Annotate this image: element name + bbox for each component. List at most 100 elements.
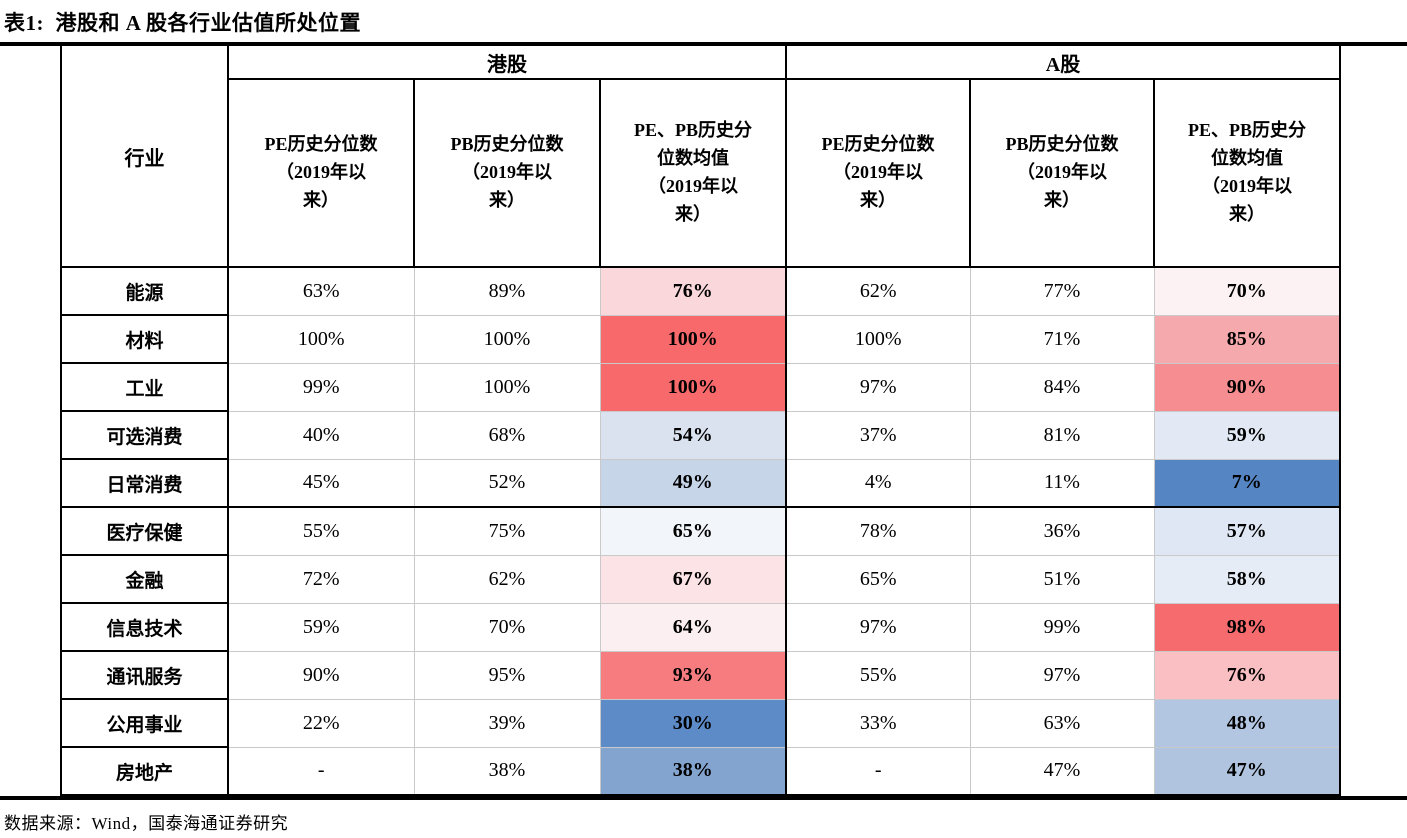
hk-avg-cell: 93% bbox=[599, 650, 787, 700]
a-pe-cell: 97% bbox=[785, 362, 971, 412]
table-head: 行业 港股 A股 PE历史分位数 （2019年以 来） PB历史分位数 （201… bbox=[60, 46, 1342, 268]
a-pe-cell: 4% bbox=[785, 458, 971, 508]
sub-header-row: PE历史分位数 （2019年以 来） PB历史分位数 （2019年以 来） PE… bbox=[61, 79, 1342, 268]
a-avg-cell: 76% bbox=[1153, 650, 1341, 700]
table-row: 日常消费 45% 52% 49% 4% 11% 7% bbox=[60, 458, 1341, 508]
industry-label: 可选消费 bbox=[60, 410, 229, 460]
a-pe-cell: 33% bbox=[785, 698, 971, 748]
a-avg-header: PE、PB历史分 位数均值 （2019年以 来） bbox=[1152, 79, 1342, 268]
a-pb-header: PB历史分位数 （2019年以 来） bbox=[969, 79, 1155, 268]
a-avg-cell: 70% bbox=[1153, 266, 1341, 316]
industry-label: 医疗保健 bbox=[60, 506, 229, 556]
a-avg-cell: 47% bbox=[1153, 746, 1341, 796]
title-rule bbox=[0, 42, 1407, 46]
hk-avg-cell: 64% bbox=[599, 602, 787, 652]
a-pb-cell: 84% bbox=[969, 362, 1155, 412]
a-avg-cell: 85% bbox=[1153, 314, 1341, 364]
hk-pb-header: PB历史分位数 （2019年以 来） bbox=[413, 79, 601, 268]
hk-pe-cell: 45% bbox=[227, 458, 415, 508]
a-pb-cell: 97% bbox=[969, 650, 1155, 700]
industry-label: 材料 bbox=[60, 314, 229, 364]
hk-pb-cell: 100% bbox=[413, 362, 601, 412]
a-pb-cell: 99% bbox=[969, 602, 1155, 652]
hk-pb-cell: 100% bbox=[413, 314, 601, 364]
a-pb-cell: 63% bbox=[969, 698, 1155, 748]
industry-label: 日常消费 bbox=[60, 458, 229, 508]
hk-pe-cell: 63% bbox=[227, 266, 415, 316]
table-row: 医疗保健 55% 75% 65% 78% 36% 57% bbox=[60, 506, 1341, 556]
industry-label: 信息技术 bbox=[60, 602, 229, 652]
data-source-note: 数据来源：Wind，国泰海通证券研究 bbox=[4, 814, 289, 833]
table-row: 通讯服务 90% 95% 93% 55% 97% 76% bbox=[60, 650, 1341, 700]
hk-pe-cell: 22% bbox=[227, 698, 415, 748]
a-pe-cell: 55% bbox=[785, 650, 971, 700]
a-avg-cell: 7% bbox=[1153, 458, 1341, 508]
hk-pb-cell: 70% bbox=[413, 602, 601, 652]
table-row: 可选消费 40% 68% 54% 37% 81% 59% bbox=[60, 410, 1341, 460]
a-pe-cell: - bbox=[785, 746, 971, 796]
a-pe-header: PE历史分位数 （2019年以 来） bbox=[785, 79, 971, 268]
hk-pe-cell: 59% bbox=[227, 602, 415, 652]
table-row: 公用事业 22% 39% 30% 33% 63% 48% bbox=[60, 698, 1341, 748]
group-header-hk: 港股 bbox=[227, 46, 787, 80]
hk-pe-cell: 90% bbox=[227, 650, 415, 700]
industry-label: 金融 bbox=[60, 554, 229, 604]
hk-avg-header: PE、PB历史分 位数均值 （2019年以 来） bbox=[599, 79, 787, 268]
hk-pb-cell: 68% bbox=[413, 410, 601, 460]
hk-avg-cell: 65% bbox=[599, 506, 787, 556]
hk-pe-cell: - bbox=[227, 746, 415, 796]
table-row: 房地产 -38% 38% -47% 47% bbox=[60, 746, 1341, 796]
a-pb-cell: 51% bbox=[969, 554, 1155, 604]
hk-avg-cell: 100% bbox=[599, 362, 787, 412]
hk-pb-cell: 89% bbox=[413, 266, 601, 316]
industry-label: 公用事业 bbox=[60, 698, 229, 748]
a-pb-cell: 81% bbox=[969, 410, 1155, 460]
table-row: 材料 100% 100% 100% 100% 71% 85% bbox=[60, 314, 1341, 364]
hk-avg-cell: 30% bbox=[599, 698, 787, 748]
hk-avg-cell: 38% bbox=[599, 746, 787, 796]
table-row: 能源 63% 89% 76% 62% 77% 70% bbox=[60, 266, 1341, 316]
table-row: 金融 72% 62% 67% 65% 51% 58% bbox=[60, 554, 1341, 604]
a-pb-cell: 11% bbox=[969, 458, 1155, 508]
hk-pe-cell: 72% bbox=[227, 554, 415, 604]
a-avg-cell: 90% bbox=[1153, 362, 1341, 412]
industry-label: 通讯服务 bbox=[60, 650, 229, 700]
a-avg-cell: 48% bbox=[1153, 698, 1341, 748]
a-pb-cell: 77% bbox=[969, 266, 1155, 316]
table-title: 表1: 港股和 A 股各行业估值所处位置 bbox=[4, 11, 361, 35]
hk-pe-cell: 40% bbox=[227, 410, 415, 460]
a-pe-cell: 100% bbox=[785, 314, 971, 364]
hk-avg-cell: 54% bbox=[599, 410, 787, 460]
hk-pb-cell: 38% bbox=[413, 746, 601, 796]
hk-avg-cell: 67% bbox=[599, 554, 787, 604]
a-avg-cell: 57% bbox=[1153, 506, 1341, 556]
table-row: 信息技术 59% 70% 64% 97% 99% 98% bbox=[60, 602, 1341, 652]
industry-label: 工业 bbox=[60, 362, 229, 412]
a-avg-cell: 59% bbox=[1153, 410, 1341, 460]
hk-pb-cell: 62% bbox=[413, 554, 601, 604]
hk-pb-cell: 95% bbox=[413, 650, 601, 700]
a-pb-cell: 36% bbox=[969, 506, 1155, 556]
hk-pb-cell: 52% bbox=[413, 458, 601, 508]
table-row: 工业 99% 100% 100% 97% 84% 90% bbox=[60, 362, 1341, 412]
hk-pe-header: PE历史分位数 （2019年以 来） bbox=[227, 79, 415, 268]
a-pe-cell: 97% bbox=[785, 602, 971, 652]
a-avg-cell: 98% bbox=[1153, 602, 1341, 652]
valuation-table: 行业 港股 A股 PE历史分位数 （2019年以 来） PB历史分位数 （201… bbox=[60, 46, 1342, 796]
hk-pb-cell: 39% bbox=[413, 698, 601, 748]
industry-header: 行业 bbox=[60, 46, 229, 268]
hk-avg-cell: 76% bbox=[599, 266, 787, 316]
hk-pe-cell: 100% bbox=[227, 314, 415, 364]
hk-pe-cell: 99% bbox=[227, 362, 415, 412]
a-pe-cell: 37% bbox=[785, 410, 971, 460]
hk-pb-cell: 75% bbox=[413, 506, 601, 556]
a-pb-cell: 47% bbox=[969, 746, 1155, 796]
industry-label: 房地产 bbox=[60, 746, 229, 796]
group-header-row: 行业 港股 A股 bbox=[60, 46, 1342, 268]
industry-label: 能源 bbox=[60, 266, 229, 316]
hk-avg-cell: 100% bbox=[599, 314, 787, 364]
a-avg-cell: 58% bbox=[1153, 554, 1341, 604]
table-body: 能源 63% 89% 76% 62% 77% 70% 材料 100% 100% 100% 100% 71… bbox=[60, 266, 1341, 796]
a-pe-cell: 62% bbox=[785, 266, 971, 316]
